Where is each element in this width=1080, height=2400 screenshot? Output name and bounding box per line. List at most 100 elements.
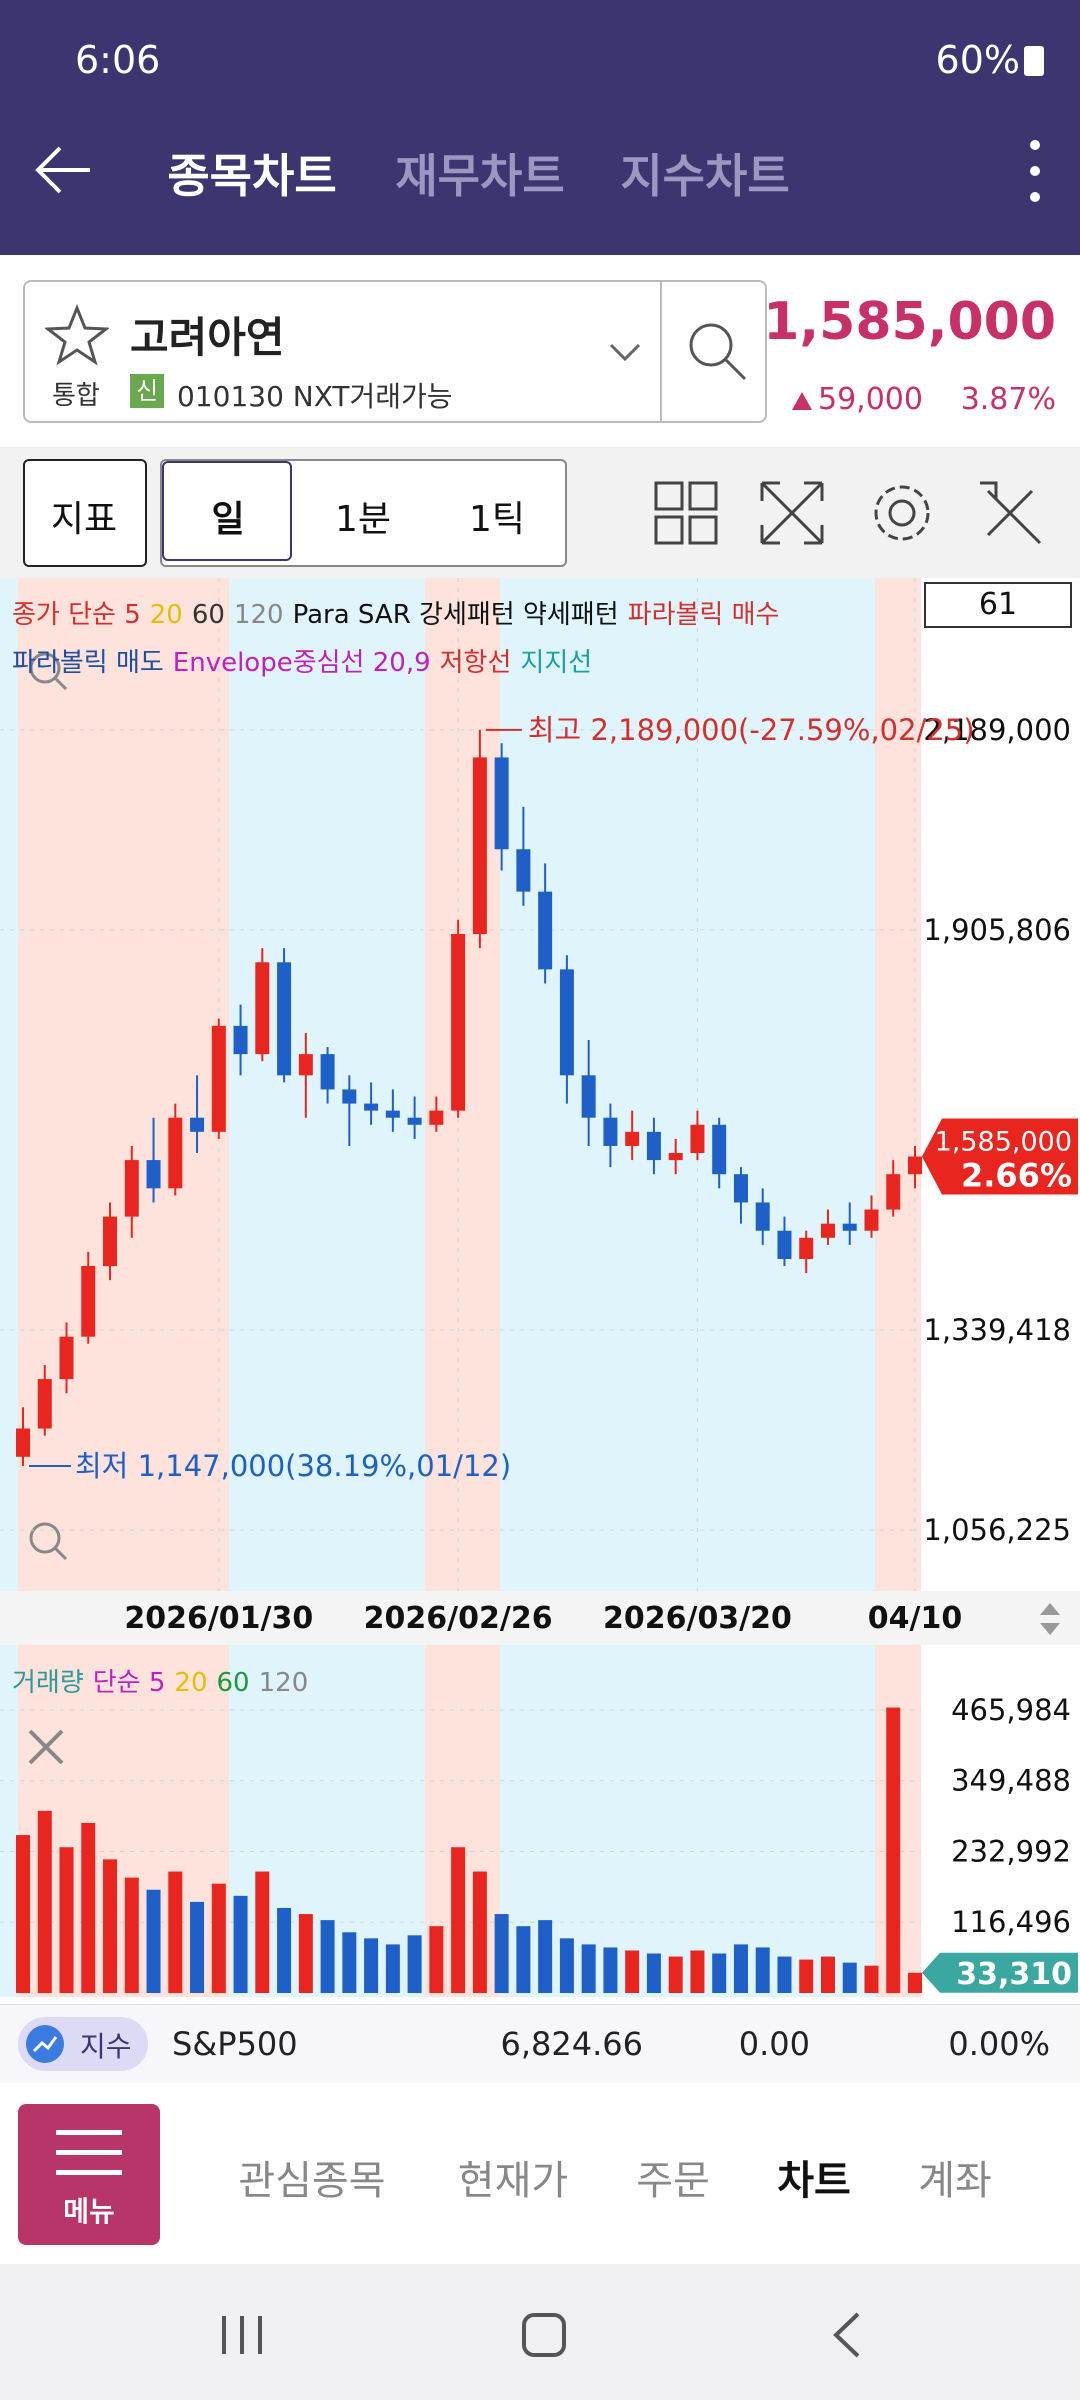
volume-bar <box>146 1889 161 1993</box>
close-icon[interactable] <box>28 1729 64 1765</box>
volume-bar <box>407 1935 422 1993</box>
candle-body <box>516 849 531 892</box>
candle-body <box>320 1054 335 1090</box>
period-selected[interactable] <box>162 461 292 561</box>
x-tick-label: 2026/03/20 <box>603 1601 792 1636</box>
period-box-text: 61 <box>979 587 1017 622</box>
menu-icon <box>56 2130 122 2175</box>
tool-icons[interactable] <box>640 477 1060 551</box>
y-tick-label: 2,189,000 <box>923 713 1071 747</box>
sar-band <box>18 578 229 1591</box>
volume-bar <box>103 1859 118 1993</box>
volume-bar <box>755 1947 770 1993</box>
price-tag <box>922 1118 1078 1195</box>
candle-body <box>168 1117 183 1189</box>
nav-item[interactable]: 주문 <box>636 2158 710 2204</box>
y-tick-label: 349,488 <box>951 1764 1071 1798</box>
volume-bar <box>320 1920 335 1993</box>
nav-item[interactable]: 관심종목 <box>238 2158 386 2204</box>
period-button[interactable]: 1분 <box>334 499 392 540</box>
legend-item: 거래량 <box>12 1668 84 1698</box>
period-button[interactable]: 일 <box>211 499 245 540</box>
volume-bar <box>516 1926 531 1993</box>
menu-button[interactable]: 메뉴 <box>18 2104 160 2245</box>
candle-body <box>603 1117 618 1146</box>
candle-body <box>733 1174 748 1203</box>
candle-body <box>494 757 509 850</box>
menu-label: 메뉴 <box>63 2195 115 2228</box>
scroll-icon[interactable] <box>1040 1603 1060 1635</box>
volume-bar <box>277 1907 292 1993</box>
candle-body <box>777 1230 792 1259</box>
legend-item: 120 <box>233 600 284 630</box>
candle-body <box>190 1117 205 1132</box>
battery: 60% <box>935 38 1020 82</box>
legend-item: 저항선 <box>439 648 512 678</box>
nav-item[interactable]: 계좌 <box>918 2158 992 2204</box>
index-bar[interactable]: 지수 S&P500 6,824.66 0.00 0.00% <box>0 2004 1080 2083</box>
candle-body <box>886 1174 901 1210</box>
candle-body <box>799 1237 814 1259</box>
tab[interactable]: 지수차트 <box>620 149 790 203</box>
legend-item: 60 <box>216 1668 250 1698</box>
volume-bar <box>168 1871 183 1993</box>
candle-body <box>908 1156 922 1175</box>
candle-body <box>146 1160 161 1189</box>
more-button[interactable] <box>1020 135 1050 210</box>
tab[interactable]: 재무차트 <box>395 149 565 203</box>
legend-item: 파라볼릭 매도 <box>12 648 164 678</box>
legend-row: 거래량 단순 5 20 60 120 <box>12 1662 317 1699</box>
period-button[interactable]: 1틱 <box>468 499 526 540</box>
search-button[interactable] <box>683 317 753 387</box>
period-box <box>924 582 1072 628</box>
legend-item: 20 <box>149 600 183 630</box>
volume-bar <box>124 1877 139 1993</box>
indicator-label[interactable]: 지표 <box>50 499 118 540</box>
volume-bar <box>668 1956 683 1993</box>
volume-bar <box>799 1959 814 1993</box>
change-rate: 3.87% <box>960 382 1056 417</box>
candle-body <box>81 1266 96 1337</box>
system-nav-icons[interactable] <box>0 2264 1080 2400</box>
candle-body <box>385 1110 400 1118</box>
volume-bar <box>342 1932 357 1993</box>
tab[interactable]: 종목차트 <box>167 149 337 203</box>
dropdown[interactable] <box>605 337 645 367</box>
candle-body <box>211 1025 226 1132</box>
volume-bar <box>81 1822 96 1993</box>
legend-item: 20 <box>174 1668 208 1698</box>
low-annotation: 최저 1,147,000(38.19%,01/12) <box>75 1449 511 1483</box>
volume-tag <box>922 1952 1078 1993</box>
legend-item: Para SAR 강세패턴 약세패턴 <box>292 600 619 630</box>
back-button[interactable] <box>30 140 100 200</box>
nav-item[interactable]: 현재가 <box>457 2158 569 2204</box>
candle-body <box>842 1223 857 1231</box>
nav-item[interactable]: 차트 <box>777 2158 851 2204</box>
star-icon[interactable] <box>45 304 109 366</box>
index-badge-text: 지수 <box>80 2030 132 2063</box>
volume-bar <box>190 1901 205 1993</box>
stock-box[interactable]: 고려아연 통합 신 010130 NXT거래가능 <box>23 280 767 423</box>
x-tick-label: 04/10 <box>868 1601 962 1636</box>
zoom-icons[interactable] <box>29 652 68 1561</box>
indicator-button[interactable] <box>23 459 147 567</box>
candle-body <box>581 1075 596 1118</box>
volume-bar <box>733 1944 748 1993</box>
legend-row: 파라볼릭 매도 Envelope중심선 20,9 저항선 지지선 <box>12 642 601 679</box>
candle-body <box>625 1131 640 1146</box>
x-tick-label: 2026/02/26 <box>364 1601 553 1636</box>
volume-bar <box>538 1920 553 1993</box>
candle-body <box>16 1428 30 1457</box>
volume-bar <box>385 1944 400 1993</box>
volume-bar <box>211 1883 226 1993</box>
candle-body <box>407 1117 422 1125</box>
volume-bar <box>886 1707 901 1993</box>
volume-bar <box>472 1871 487 1993</box>
volume-bar <box>233 1895 248 1993</box>
y-tick-label: 1,056,225 <box>923 1513 1071 1547</box>
volume-bar <box>603 1947 618 1993</box>
candle-body <box>255 962 270 1055</box>
volume-bar <box>864 1965 879 1993</box>
y-tick-label: 232,992 <box>951 1834 1071 1868</box>
index-value: 6,824.66 <box>500 2025 644 2063</box>
